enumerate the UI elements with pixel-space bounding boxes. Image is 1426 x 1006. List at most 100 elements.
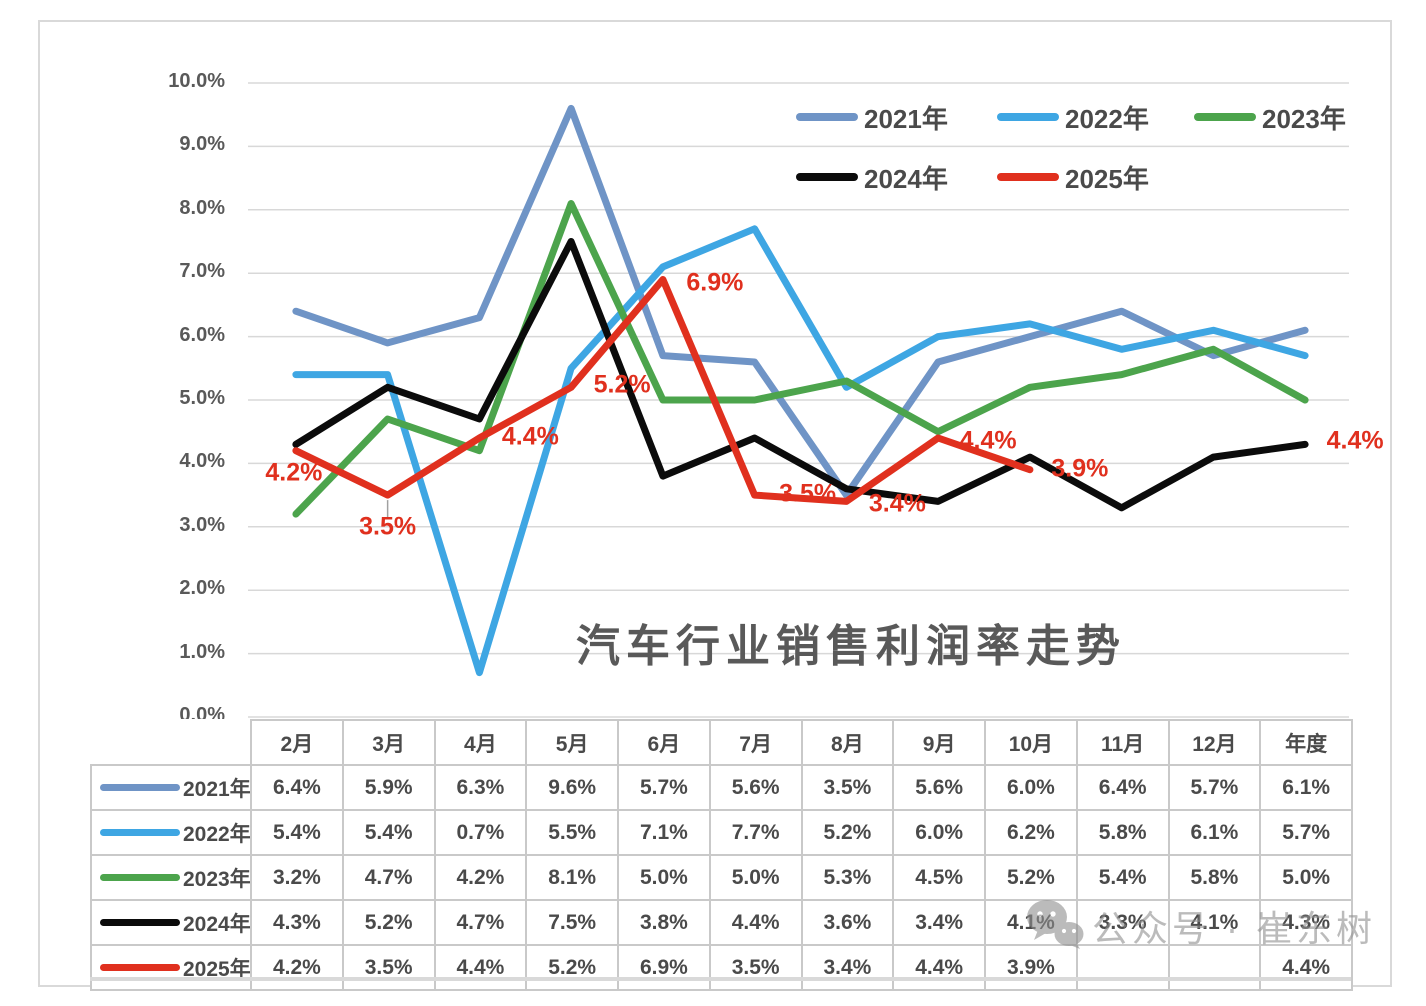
table-cell-2023年-2月: 3.2% [250,854,344,901]
table-cell-2021年-2月: 6.4% [250,764,344,811]
table-header-9月: 9月 [892,719,986,766]
y-tick-label: 3.0% [179,513,225,536]
table-cell-2021年-6月: 5.7% [617,764,711,811]
table-cell-2023年-5月: 8.1% [525,854,619,901]
table-header-6月: 6月 [617,719,711,766]
table-cell-2022年-7月: 7.7% [708,809,803,856]
table-cell-2021年-4月: 6.3% [433,764,528,811]
table-cell-2024年-9月: 3.4% [892,899,986,946]
data-label-2025年-6月: 6.9% [686,268,744,297]
row-series-name: 2024年 [183,912,251,936]
table-cell-2023年-年度: 5.0% [1259,854,1353,901]
table-cell-2022年-年度: 5.7% [1259,809,1353,856]
table-row-2024年: 2024年 4.3% 5.2% 4.7% 7.5% 3.8% 4.4% 3.6% 3.4% 4.1… [90,899,1353,946]
table-header-7月: 7月 [708,719,803,766]
table-cell-2024年-5月: 7.5% [525,899,619,946]
table-cell-2021年-7月: 5.6% [708,764,803,811]
y-tick-label: 7.0% [179,260,225,283]
legend-label: 2025年 [1065,163,1149,194]
table-cell-2021年-12月: 5.7% [1167,764,1262,811]
table-cell-2024年-7月: 4.4% [708,899,803,946]
data-table: 2月 3月 4月 5月 6月 7月 8月 9月 10月 11月 12月 年度 2021年 6.4% 5.9%… [90,719,1353,991]
table-cell-2021年-3月: 5.9% [341,764,436,811]
y-tick-label: 6.0% [179,323,225,346]
legend-item-2021年: 2021年 [796,101,948,134]
table-cell-2024年-3月: 5.2% [341,899,436,946]
table-header-10月: 10月 [984,719,1078,766]
legend-label: 2023年 [1262,103,1346,134]
table-cell-2021年-9月: 5.6% [892,764,986,811]
table-row-2022年: 2022年 5.4% 5.4% 0.7% 5.5% 7.1% 7.7% 5.2% 6.0% 6.2… [90,809,1353,856]
y-tick-label: 2.0% [179,577,225,600]
legend-label: 2022年 [1065,103,1149,134]
table-cell-2022年-3月: 5.4% [341,809,436,856]
table-cell-2025年-7月: 3.5% [708,944,803,991]
table-cell-2023年-4月: 4.2% [433,854,528,901]
legend-label: 2021年 [864,103,948,134]
data-label-2025年-5月: 5.2% [593,370,651,399]
row-line-swatch [100,919,180,926]
table-cell-2021年-5月: 9.6% [525,764,619,811]
table-row-label: 2022年 [90,809,252,856]
table-corner-cell [91,720,251,765]
table-header-row: 2月 3月 4月 5月 6月 7月 8月 9月 10月 11月 12月 年度 [91,719,1353,766]
table-cell-2024年-11月: 3.3% [1075,899,1170,946]
table-row-2021年: 2021年 6.4% 5.9% 6.3% 9.6% 5.7% 5.6% 3.5% 5.6% 6.0… [90,764,1353,811]
table-cell-2023年-3月: 4.7% [341,854,436,901]
data-label-2025年-8月: 3.4% [868,489,926,518]
data-label-2025年-10月: 3.9% [1051,454,1109,483]
table-cell-2022年-9月: 6.0% [892,809,986,856]
table-bottom-shadow [90,977,1351,981]
table-header-3月: 3月 [341,719,436,766]
table-cell-2024年-12月: 4.1% [1167,899,1262,946]
data-label-2025年-年度: 4.4% [1326,426,1384,455]
series-line-2023年 [292,200,1309,518]
legend-item-2024年: 2024年 [796,161,948,194]
table-cell-2025年-8月: 3.4% [800,944,895,991]
table-cell-2025年-9月: 4.4% [892,944,986,991]
table-cell-2022年-6月: 7.1% [617,809,711,856]
table-cell-2022年-4月: 0.7% [433,809,528,856]
table-cell-2021年-11月: 6.4% [1075,764,1170,811]
table-cell-2023年-12月: 5.8% [1167,854,1262,901]
table-header-11月: 11月 [1075,719,1170,766]
table-cell-2024年-2月: 4.3% [250,899,344,946]
legend-item-2022年: 2022年 [997,101,1149,134]
table-cell-2022年-11月: 5.8% [1075,809,1170,856]
series-line-2024年 [292,238,1309,512]
table-cell-2024年-10月: 4.1% [984,899,1078,946]
row-series-name: 2022年 [183,822,251,846]
row-line-swatch [100,829,180,836]
data-label-2025年-4月: 4.4% [501,422,559,451]
y-tick-label: 4.0% [179,450,225,473]
table-cell-2022年-10月: 6.2% [984,809,1078,856]
row-line-swatch [100,874,180,881]
table-row-label: 2023年 [90,854,252,901]
series-line-2021年 [292,104,1309,499]
table-cell-2021年-8月: 3.5% [800,764,895,811]
table-cell-2024年-6月: 3.8% [617,899,711,946]
table-row-label: 2021年 [90,764,252,811]
data-label-2025年-2月: 4.2% [265,458,323,487]
table-cell-2025年-4月: 4.4% [433,944,528,991]
table-cell-2025年-10月: 3.9% [984,944,1078,991]
table-cell-2025年-5月: 5.2% [525,944,619,991]
chart-title: 汽车行业销售利润率走势 [576,622,1126,671]
row-line-swatch [100,784,180,791]
row-series-name: 2021年 [183,777,251,801]
legend-line-swatch [796,113,858,121]
table-header-2月: 2月 [250,719,344,766]
table-cell-2024年-年度: 4.3% [1259,899,1353,946]
table-cell-2025年-12月 [1167,944,1262,991]
y-tick-label: 1.0% [179,640,225,663]
table-cell-2023年-6月: 5.0% [617,854,711,901]
table-cell-2025年-3月: 3.5% [341,944,436,991]
table-cell-2023年-10月: 5.2% [984,854,1078,901]
table-cell-2021年-年度: 6.1% [1259,764,1353,811]
table-header-年度: 年度 [1259,719,1353,766]
table-header-8月: 8月 [800,719,895,766]
y-tick-label: 10.0% [168,70,225,92]
row-series-name: 2025年 [183,957,251,981]
data-label-2025年-3月: 3.5% [359,512,417,541]
legend-line-swatch [997,113,1059,121]
